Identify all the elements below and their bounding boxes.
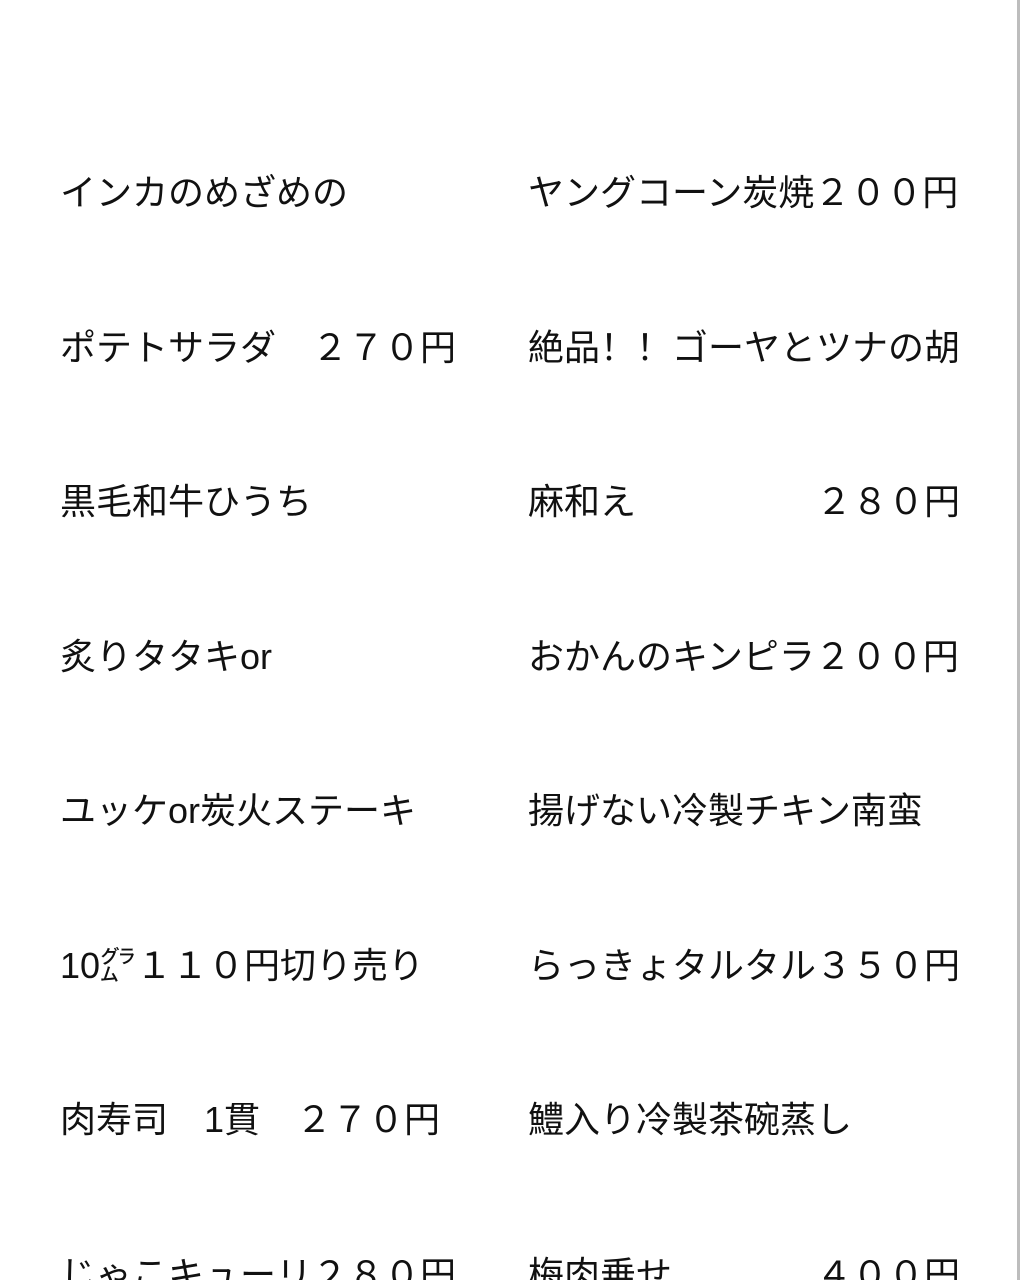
menu-column-right: ヤングコーン炭焼２００円 絶品！！ゴーヤとツナの胡 麻和え ２８０円 おかんのキ… [528,64,968,1280]
menu-line: らっきょタルタル３５０円 [528,944,961,986]
menu-line: 鱧入り冷製茶碗蒸し [528,1099,853,1140]
right-edge-border [1017,0,1020,1280]
menu-line: じゃこキューリ２８０円 [60,1253,457,1280]
menu-line: 揚げない冷製チキン南蛮 [528,790,923,831]
menu-line: 黒毛和牛ひうち [60,481,313,522]
menu-line: ヤングコーン炭焼２００円 [528,172,959,213]
menu-line: おかんのキンピラ２００円 [528,635,959,677]
menu-column-left: インカのめざめの ポテトサラダ ２７０円 黒毛和牛ひうち 炙りタタキor ユッケ… [60,64,492,1280]
menu-line: 絶品！！ゴーヤとツナの胡 [528,326,961,368]
menu-line: ユッケor炭火ステーキ [60,790,417,831]
menu-line: 肉寿司 1貫 ２７０円 [60,1099,441,1140]
menu-line: 10㌘１１０円切り売り [60,944,425,986]
menu-line: 炙りタタキor [60,635,273,677]
menu-line: ポテトサラダ ２７０円 [60,326,457,368]
menu-line: 麻和え ２８０円 [528,481,961,522]
menu-line: インカのめざめの [60,172,349,213]
menu-line: 梅肉乗せ ４００円 [528,1253,961,1280]
